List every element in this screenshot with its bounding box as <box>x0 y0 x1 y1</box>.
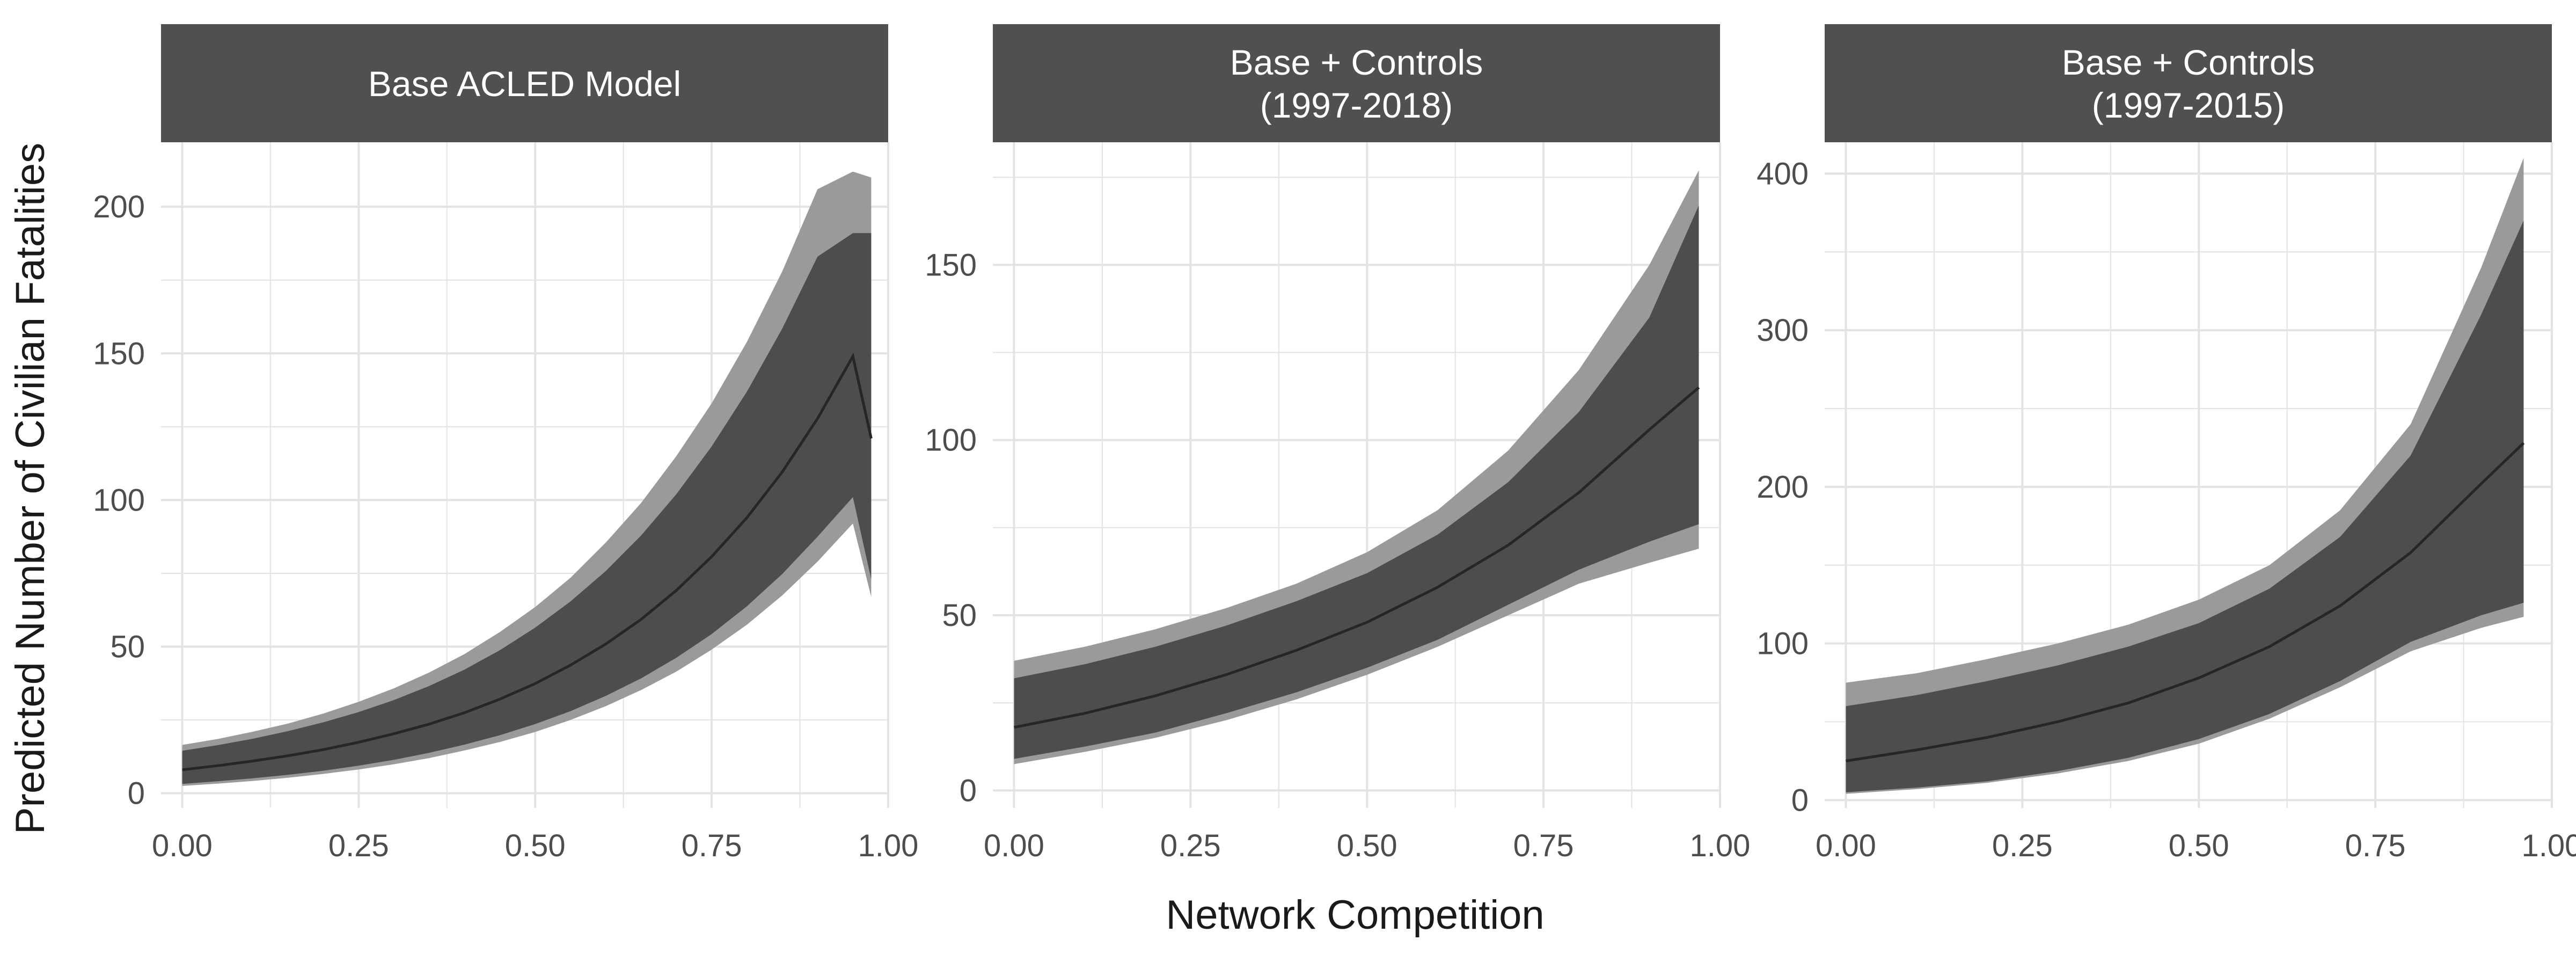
x-tick-label: 0.25 <box>1160 828 1221 863</box>
y-tick-label: 0 <box>960 773 977 808</box>
estimate-line <box>182 352 873 771</box>
facet-strip <box>1825 24 2552 142</box>
y-tick-label: 0 <box>1791 783 1809 818</box>
estimate-line <box>1846 442 2525 762</box>
x-tick-label: 1.00 <box>1690 828 1751 863</box>
x-tick-label: 0.75 <box>1513 828 1574 863</box>
panel-1: Base ACLED Model 0.00 0.25 0.50 0.75 1.00 0 50 1… <box>93 24 918 863</box>
facet-strip <box>993 24 1720 142</box>
y-tick-label: 50 <box>942 598 977 633</box>
y-tick-label: 150 <box>925 247 977 282</box>
y-tick-label: 150 <box>93 336 145 371</box>
x-tick-label: 0.50 <box>505 828 566 863</box>
y-tick-label: 300 <box>1757 313 1809 348</box>
y-tick-label: 100 <box>1757 626 1809 661</box>
estimate-line <box>1014 386 1700 729</box>
x-tick-label: 1.00 <box>858 828 919 863</box>
y-tick-label: 200 <box>93 190 145 224</box>
facet-title-line: (1997-2018) <box>1260 85 1453 125</box>
x-tick-label: 0.50 <box>1337 828 1397 863</box>
facet-strip <box>161 24 888 142</box>
x-tick-label: 0.00 <box>1816 828 1876 863</box>
y-tick-label: 200 <box>1757 470 1809 505</box>
x-tick-label: 0.75 <box>2345 828 2406 863</box>
facet-title-line: Base + Controls <box>1230 42 1483 82</box>
ci90-band <box>1014 205 1699 759</box>
facet-title-line: (1997-2015) <box>2092 85 2285 125</box>
x-tick-label: 0.50 <box>2169 828 2229 863</box>
x-tick-label: 0.25 <box>1992 828 2053 863</box>
y-tick-label: 50 <box>110 630 145 665</box>
x-axis-label: Network Competition <box>1166 892 1544 938</box>
facet-title-line: Base ACLED Model <box>368 64 681 104</box>
y-tick-label: 400 <box>1757 156 1809 191</box>
x-tick-label: 0.75 <box>682 828 742 863</box>
x-tick-label: 0.25 <box>328 828 389 863</box>
x-tick-label: 0.00 <box>152 828 213 863</box>
y-tick-label: 0 <box>128 776 145 811</box>
panel-3: Base + Controls(1997-2015) 0.00 0.25 0.50 0.… <box>1757 24 2576 863</box>
ci90-band <box>182 233 872 784</box>
x-tick-label: 0.00 <box>984 828 1044 863</box>
facet-title-line: Base + Controls <box>2062 42 2315 82</box>
ci90-band <box>1846 220 2524 792</box>
y-axis-label: Predicted Number of Civilian Fatalities <box>8 143 53 834</box>
x-tick-label: 1.00 <box>2522 828 2576 863</box>
y-tick-label: 100 <box>925 423 977 458</box>
y-tick-label: 100 <box>93 483 145 518</box>
panel-2: Base + Controls(1997-2018) 0.00 0.25 0.50 0.… <box>925 24 1750 863</box>
